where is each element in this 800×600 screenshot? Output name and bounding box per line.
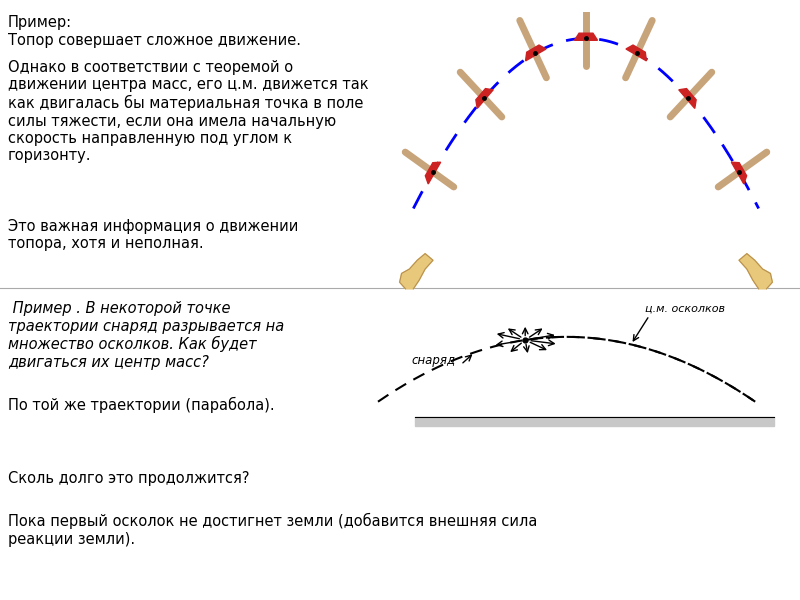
Text: Однако в соответствии с теоремой о
движении центра масс, его ц.м. движется так
к: Однако в соответствии с теоремой о движе…: [8, 60, 369, 163]
Text: Пример . В некоторой точке
траектории снаряд разрывается на
множество осколков. : Пример . В некоторой точке траектории сн…: [8, 301, 284, 370]
Text: Сколь долго это продолжится?: Сколь долго это продолжится?: [8, 471, 250, 486]
Polygon shape: [678, 89, 696, 109]
Polygon shape: [476, 89, 494, 109]
Bar: [415, 417, 774, 426]
Text: снаряд: снаряд: [411, 354, 455, 367]
Text: Это важная информация о движении
топора, хотя и неполная.: Это важная информация о движении топора,…: [8, 219, 298, 251]
Polygon shape: [626, 45, 646, 61]
Text: По той же траектории (парабола).: По той же траектории (парабола).: [8, 397, 274, 413]
Polygon shape: [526, 45, 546, 61]
Polygon shape: [400, 254, 433, 289]
Text: Пример:: Пример:: [8, 15, 72, 30]
Polygon shape: [574, 33, 598, 40]
Polygon shape: [731, 162, 746, 184]
Polygon shape: [739, 254, 772, 289]
Text: ц.м. осколков: ц.м. осколков: [645, 304, 725, 314]
Text: Пока первый осколок не достигнет земли (добавится внешняя сила
реакции земли).: Пока первый осколок не достигнет земли (…: [8, 513, 538, 547]
Text: Топор совершает сложное движение.: Топор совершает сложное движение.: [8, 33, 301, 48]
Polygon shape: [426, 162, 441, 184]
